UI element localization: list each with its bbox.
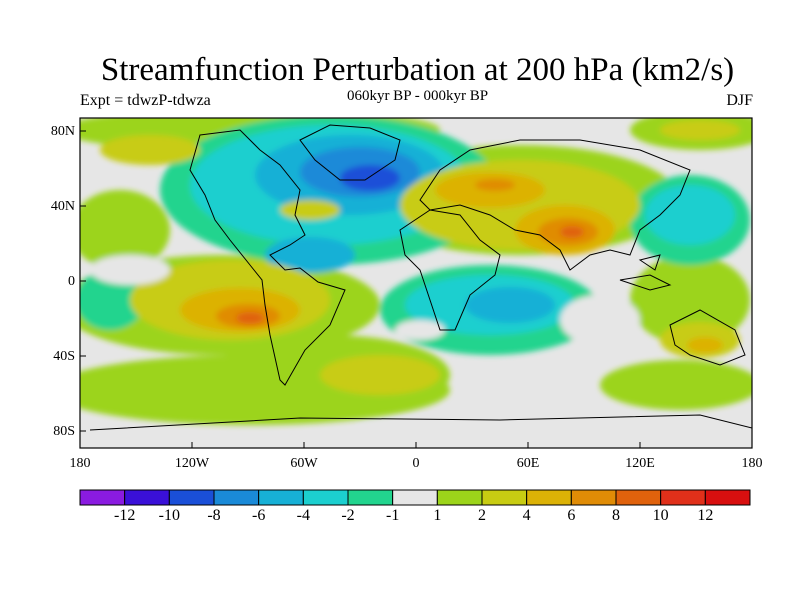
colorbar-swatch [79, 489, 126, 506]
colorbar-label: -10 [158, 507, 180, 524]
colorbar [79, 489, 751, 506]
lat-tick-label: 80N [50, 124, 75, 139]
axis-ticks [80, 130, 641, 448]
colorbar-swatch [302, 489, 349, 506]
coastlines [89, 124, 752, 431]
season-label: DJF [726, 92, 753, 109]
colorbar-label: 1 [433, 507, 442, 524]
colorbar-swatch [213, 489, 260, 506]
colorbar-swatch [704, 489, 751, 506]
colorbar-label: 8 [612, 507, 620, 524]
lat-tick-label: 80S [53, 424, 75, 439]
experiment-label: Expt = tdwzP-tdwza [80, 92, 211, 109]
colorbar-label: -8 [207, 507, 221, 524]
lon-tick-label: 0 [412, 456, 420, 471]
figure-title: Streamfunction Perturbation at 200 hPa (… [100, 52, 735, 88]
colorbar-swatch [436, 489, 483, 506]
colorbar-swatch [168, 489, 215, 506]
lat-tick-label: 40S [53, 349, 75, 364]
colorbar-swatch [258, 489, 304, 506]
colorbar-swatch [481, 489, 528, 506]
lon-tick-label: 180 [69, 456, 91, 471]
lat-tick-label: 40N [50, 199, 75, 214]
lat-tick-label: 0 [68, 274, 75, 289]
colorbar-swatch [526, 489, 572, 506]
colorbar-label: -12 [113, 507, 136, 524]
lon-tick-label: 120E [625, 456, 655, 471]
colorbar-label: -6 [251, 507, 266, 524]
colorbar-label: 2 [478, 507, 486, 524]
streamfunction-field [80, 118, 752, 448]
colorbar-swatch [660, 489, 706, 506]
colorbar-label: 6 [567, 507, 576, 524]
colorbar-swatch [347, 489, 394, 506]
lon-tick-label: 60W [290, 456, 318, 471]
lon-tick-label: 120W [174, 456, 210, 471]
colorbar-label: 10 [652, 507, 669, 524]
lon-tick-label: 60E [516, 456, 540, 471]
colorbar-swatch [124, 489, 170, 506]
figure-subtitle: 060kyr BP - 000kyr BP [346, 88, 489, 104]
colorbar-label: 12 [697, 507, 714, 524]
colorbar-label: -4 [296, 507, 310, 524]
colorbar-label: -1 [385, 507, 400, 524]
lon-tick-label: 180 [741, 456, 763, 471]
colorbar-swatch [570, 489, 617, 506]
colorbar-swatch [615, 489, 662, 506]
colorbar-label: -2 [341, 507, 355, 524]
colorbar-label: 4 [522, 507, 531, 524]
colorbar-swatch [392, 489, 438, 506]
